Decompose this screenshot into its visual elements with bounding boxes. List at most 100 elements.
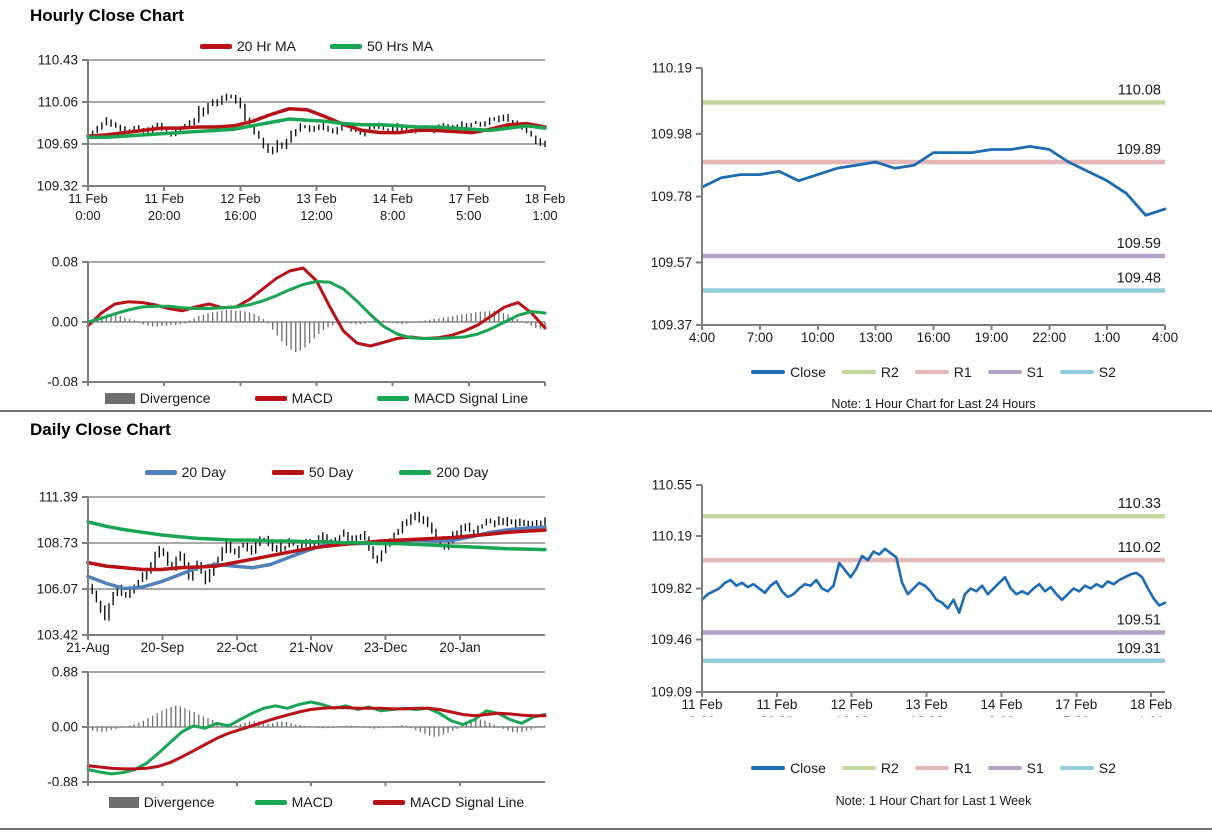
legend-item-close: Close [751, 760, 826, 776]
legend-label: R2 [880, 760, 899, 776]
close-line [700, 547, 1167, 614]
pivot-label-r1: 110.02 [1118, 540, 1161, 556]
legend-label: MACD Signal Line [413, 390, 529, 406]
y-tick-label: 0.00 [52, 315, 78, 330]
legend-item-divergence: Divergence [104, 390, 211, 406]
x-tick-label: 10:00 [801, 330, 835, 345]
y-tick-label: 103.42 [37, 628, 78, 643]
hourly-price-legend: 20 Hr MA 50 Hrs MA [88, 38, 545, 54]
legend-swatch [271, 469, 304, 475]
macd-line [86, 700, 547, 776]
y-tick-label: 110.19 [652, 529, 692, 544]
x-tick-label: 16:00 [917, 330, 951, 345]
pivot-week-legend: Close R2 R1 S1 S2 [702, 760, 1165, 776]
pivot-week-note: Note: 1 Hour Chart for Last 1 Week [835, 794, 1032, 808]
legend-item-macd: MACD [254, 794, 333, 810]
legend-item-50-hrs-ma: 50 Hrs MA [330, 38, 433, 54]
y-tick-label: 109.32 [37, 179, 78, 194]
section-divider [0, 410, 1212, 412]
legend-label: S1 [1026, 760, 1044, 776]
y-tick-label: 110.06 [38, 95, 78, 110]
pivot-label-s2: 109.48 [1117, 271, 1161, 287]
x-tick-label: 4:00 [689, 330, 715, 345]
legend-label: MACD Signal Line [409, 794, 525, 810]
legend-swatch [751, 766, 786, 770]
legend-label: R1 [953, 364, 972, 380]
legend-item-macd-signal-line: MACD Signal Line [376, 390, 529, 406]
legend-item-close: Close [751, 364, 826, 380]
y-tick-label: 109.46 [651, 632, 692, 647]
legend-item-macd-signal-line: MACD Signal Line [372, 794, 525, 810]
pivot-24h-note: Note: 1 Hour Chart for Last 24 Hours [831, 397, 1036, 411]
x-tick-label: 7:00 [747, 330, 773, 345]
legend-item-divergence: Divergence [108, 794, 215, 810]
legend-swatch [399, 469, 432, 475]
macd-signal-line-line [86, 280, 547, 340]
legend-label: 200 Day [436, 464, 489, 480]
legend-label: S2 [1098, 364, 1116, 380]
y-tick-label: 109.37 [651, 318, 692, 333]
daily-macd-legend: Divergence MACD MACD Signal Line [88, 794, 545, 810]
legend-item-s2: S2 [1059, 760, 1116, 776]
y-tick-label: 109.57 [651, 255, 692, 270]
daily_macd-svg: 0.88 0.00 -0.88 [47, 665, 547, 790]
legend-swatch [330, 43, 362, 49]
legend-label: 50 Day [308, 464, 354, 480]
bottom-divider [0, 828, 1212, 830]
y-tick-label: 109.09 [651, 685, 692, 700]
x-tick-label: 1:00 [1094, 330, 1120, 345]
legend-item-r2: R2 [841, 760, 899, 776]
hourly_macd-svg: 0.08 0.00 -0.08 [47, 255, 547, 390]
y-tick-label: -0.08 [47, 375, 78, 387]
legend-label: 20 Hr MA [236, 38, 296, 54]
legend-label: R1 [953, 760, 972, 776]
legend-label: 20 Day [181, 464, 226, 480]
legend-label: Divergence [143, 794, 215, 810]
legend-label: MACD [291, 794, 333, 810]
pivot-label-r1: 109.89 [1117, 142, 1161, 158]
legend-label: Close [790, 760, 826, 776]
legend-item-50-day: 50 Day [271, 464, 354, 480]
y-tick-label: 109.78 [651, 189, 692, 204]
legend-swatch [1059, 370, 1094, 374]
x-tick-label: 13:00 [859, 330, 893, 345]
x-tick-label: 20-Sep [141, 640, 185, 655]
y-tick-label: 110.55 [652, 478, 692, 493]
legend-swatch [841, 370, 876, 374]
hourly-section-title: Hourly Close Chart [30, 6, 184, 25]
legend-item-s1: S1 [987, 760, 1044, 776]
daily-price-chart: 111.39 108.73 106.07 103.42 21-Aug 20-Sep 22-O… [20, 452, 565, 662]
daily-section-title: Daily Close Chart [30, 420, 171, 439]
y-tick-label: 0.00 [52, 720, 78, 735]
legend-swatch [376, 395, 409, 401]
macd-signal-line-line [86, 706, 547, 771]
y-tick-label: -0.88 [47, 775, 78, 787]
legend-swatch [108, 796, 139, 808]
legend-item-20-hr-ma: 20 Hr MA [199, 38, 296, 54]
pivot-label-s1: 109.51 [1117, 612, 1161, 628]
pivot-label-r2: 110.08 [1118, 82, 1161, 98]
pivot-24h-legend: Close R2 R1 S1 S2 [702, 364, 1165, 380]
legend-label: R2 [880, 364, 899, 380]
pivot-24h-chart: 110.08 109.89 109.59 109.48 110.19 109.98 109.… [630, 50, 1190, 360]
50-day-line [86, 528, 547, 572]
20-hr-ma-line [86, 107, 547, 138]
x-tick-label: 20-Jan [439, 640, 480, 655]
hourly-macd-chart: 0.08 0.00 -0.08 [20, 250, 565, 390]
close-line [700, 145, 1167, 217]
pivot-label-s1: 109.59 [1117, 236, 1161, 252]
legend-item-s1: S1 [987, 364, 1044, 380]
daily-price-legend: 20 Day 50 Day 200 Day [88, 464, 545, 480]
legend-item-s2: S2 [1059, 364, 1116, 380]
legend-swatch [254, 395, 287, 401]
legend-label: 50 Hrs MA [367, 38, 434, 54]
legend-swatch [199, 43, 232, 49]
